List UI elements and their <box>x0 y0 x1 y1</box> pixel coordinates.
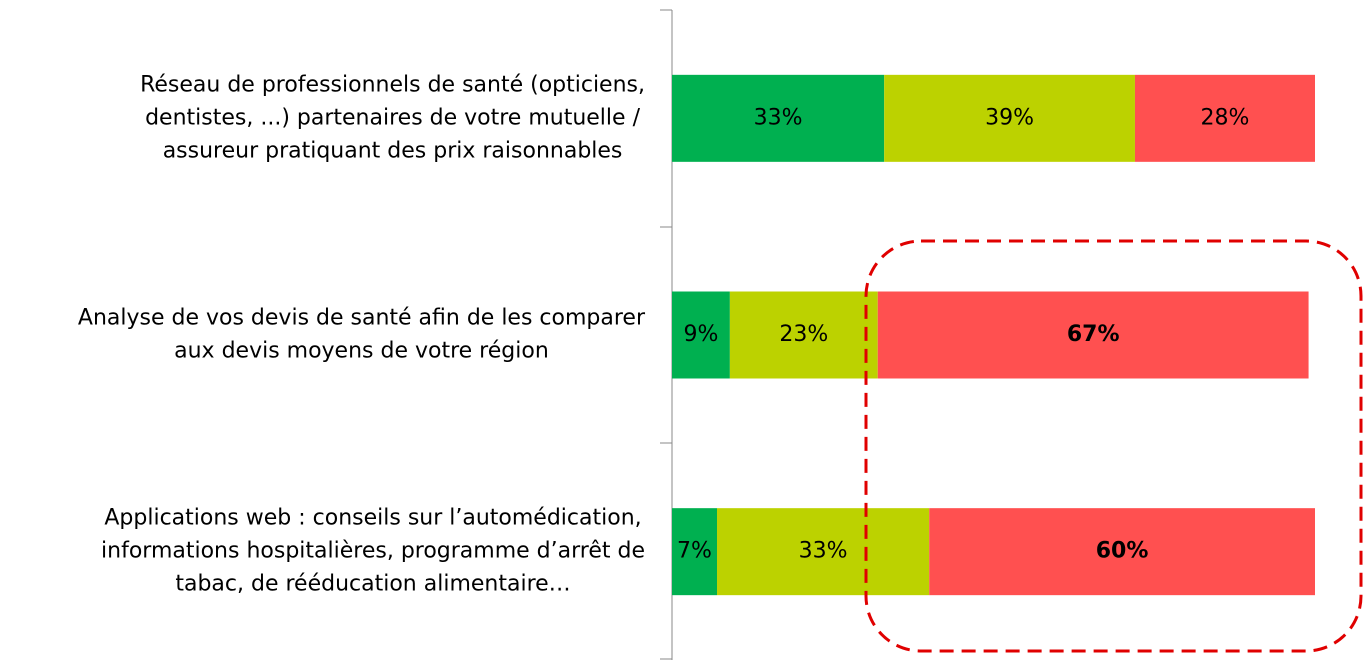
category-label: assureur pratiquant des prix raisonnable… <box>163 138 623 163</box>
bar-segment <box>929 508 1315 596</box>
value-label: 60% <box>1096 539 1149 564</box>
category-label: informations hospitalières, programme d’… <box>101 539 645 564</box>
value-label: 28% <box>1201 105 1250 130</box>
value-label: 33% <box>799 539 848 564</box>
bar-segment <box>1134 74 1315 162</box>
bar-segment <box>877 291 1309 379</box>
highlight-box <box>864 239 1363 653</box>
value-label: 23% <box>779 322 828 347</box>
bar-segment <box>717 508 930 596</box>
value-label: 7% <box>677 539 712 564</box>
value-label: 9% <box>683 322 718 347</box>
bar-segment <box>672 74 885 162</box>
category-ticks <box>660 9 672 660</box>
category-label: aux devis moyens de votre région <box>174 339 549 364</box>
bar-segment <box>729 291 878 379</box>
value-label: 39% <box>985 105 1034 130</box>
category-label: Analyse de vos devis de santé afin de le… <box>78 306 646 331</box>
category-label: Applications web : conseils sur l’automé… <box>104 506 641 531</box>
category-label: Réseau de professionnels de santé (optic… <box>140 72 645 97</box>
value-label: 67% <box>1067 322 1120 347</box>
bar-segment <box>672 508 718 596</box>
bar-segment <box>884 74 1135 162</box>
bar-segment <box>672 291 730 379</box>
value-label: 33% <box>754 105 803 130</box>
category-label: dentistes, ...) partenaires de votre mut… <box>145 105 640 130</box>
category-label: tabac, de rééducation alimentaire… <box>175 572 570 597</box>
